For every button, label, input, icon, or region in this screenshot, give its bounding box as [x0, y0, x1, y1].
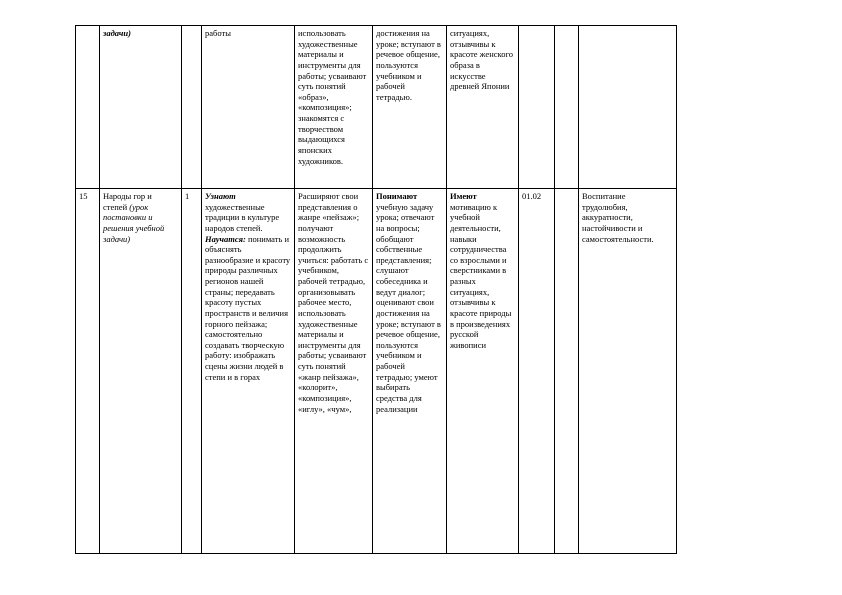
- cell-regulatory: Понимают учебную задачу урока; отвечают …: [373, 189, 447, 554]
- cell-personal: Имеют мотивацию к учебной деятельности, …: [447, 189, 519, 554]
- results-lead-2: Научатся:: [205, 234, 246, 244]
- results-lead-1: Узнают: [205, 191, 236, 201]
- reg-text: учебную задачу урока; отвечают на вопрос…: [376, 202, 441, 414]
- cell-num: 15: [76, 189, 100, 554]
- cell-topic: Народы гор и степей (урок постановки и р…: [100, 189, 182, 554]
- cell-cognitive: Расширяют свои представления о жанре «пе…: [295, 189, 373, 554]
- cell-hours: 1: [182, 189, 202, 554]
- cell-date-fact: [555, 26, 579, 189]
- cell-results: работы: [202, 26, 295, 189]
- cell-results: Узнают художественные традиции в культур…: [202, 189, 295, 554]
- results-text-1: художественные традиции в культуре народ…: [205, 202, 279, 233]
- pers-text: мотивацию к учебной деятельности, навыки…: [450, 202, 511, 350]
- reg-lead: Понимают: [376, 191, 417, 201]
- cell-personal: ситуациях, отзывчивы к красоте женского …: [447, 26, 519, 189]
- cell-regulatory: достижения на уроке; вступают в речевое …: [373, 26, 447, 189]
- page: задачи) работы использовать художественн…: [0, 0, 842, 595]
- cell-cognitive: использовать художественные материалы и …: [295, 26, 373, 189]
- cell-hours: [182, 26, 202, 189]
- cell-date-plan: [519, 26, 555, 189]
- cell-num: [76, 26, 100, 189]
- cell-date-fact: [555, 189, 579, 554]
- cell-date-plan: 01.02: [519, 189, 555, 554]
- topic-tail-italic: задачи): [103, 28, 131, 38]
- cell-upbringing: [579, 26, 677, 189]
- cell-upbringing: Воспитание трудолюбия, аккуратности, нас…: [579, 189, 677, 554]
- results-text-2: понимать и объяснять разнообразие и крас…: [205, 234, 290, 382]
- cell-topic: задачи): [100, 26, 182, 189]
- lesson-plan-table: задачи) работы использовать художественн…: [75, 25, 677, 554]
- table-row: задачи) работы использовать художественн…: [76, 26, 677, 189]
- table-row: 15 Народы гор и степей (урок постановки …: [76, 189, 677, 554]
- pers-lead: Имеют: [450, 191, 477, 201]
